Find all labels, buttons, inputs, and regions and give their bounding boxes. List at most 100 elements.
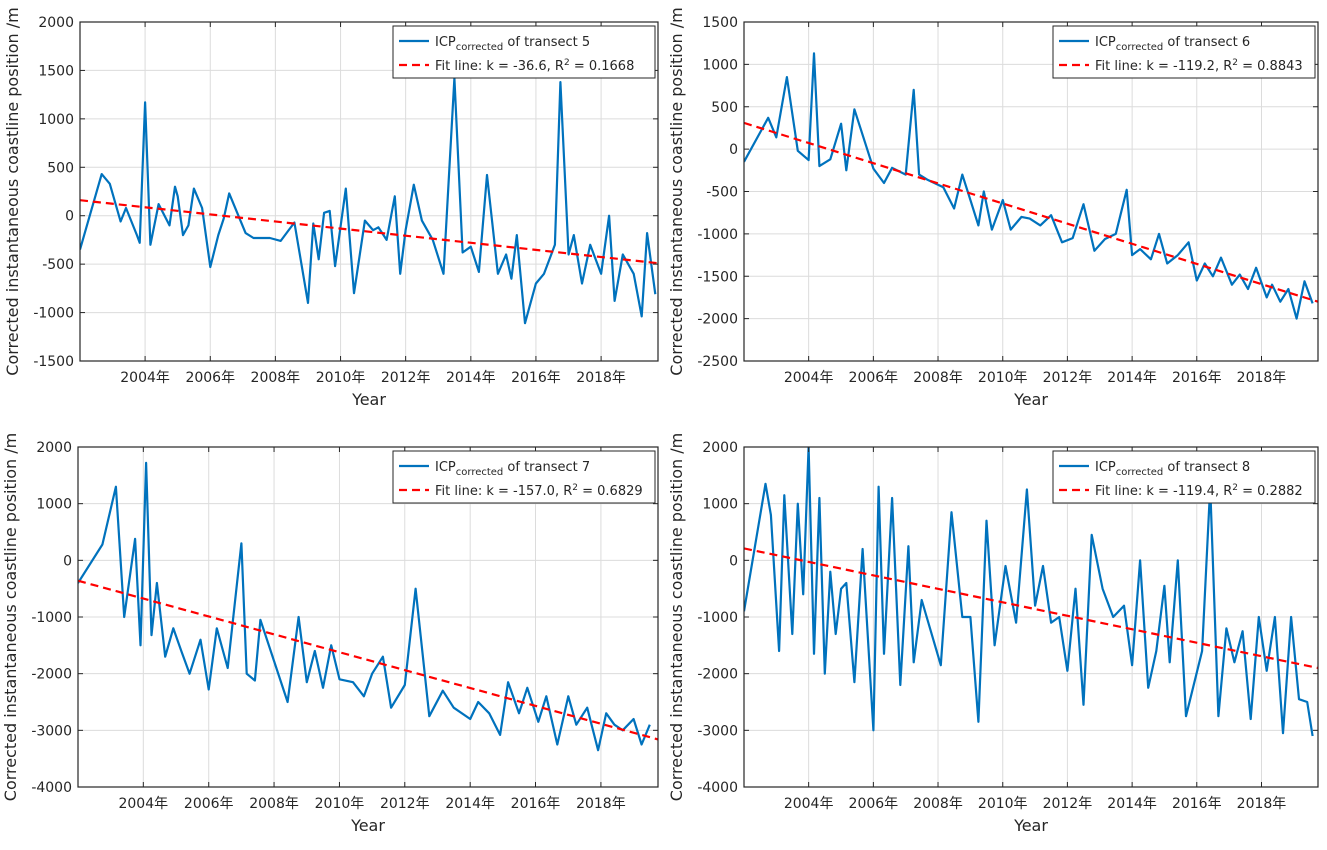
x-tick-label: 2018年 [1237,370,1287,386]
legend-series-label: ICPcorrected of transect 8 [1095,460,1250,478]
chart-1: -1500 -1000 -500 0 500 1000 1500 2000 2004年 2006年… [3,7,659,409]
legend-fit-label: Fit line: k = -119.2, R2 = 0.8843 [1095,58,1303,74]
legend-fit-sup: 2 [1232,483,1238,493]
x-tick-label: 2004年 [784,796,834,812]
legend-fit-rest: = 0.2882 [1238,484,1303,499]
x-tick-label: 2014年 [446,370,496,386]
y-axis-label: Corrected instantaneous coastline positi… [1,433,20,801]
legend: ICPcorrected of transect 6 Fit line: k = … [1052,25,1316,79]
legend-series-sub: corrected [456,42,504,53]
y-axis-label: Corrected instantaneous coastline positi… [667,7,686,375]
x-tick-label: 2012年 [380,796,430,812]
y-tick-label: -3000 [697,723,738,739]
legend-fit-sup: 2 [572,483,578,493]
y-tick-label: -3000 [31,723,72,739]
x-tick-label: 2006年 [185,370,235,386]
y-tick-label: -500 [42,257,74,273]
legend-fit-label: Fit line: k = -36.6, R2 = 0.1668 [435,58,634,74]
legend-series-rest: of transect 8 [1163,460,1250,475]
legend-fit-text: Fit line: k = -157.0, R [435,484,572,499]
y-tick-label: -1500 [33,354,74,370]
legend-fit-text: Fit line: k = -36.6, R [435,59,564,74]
y-tick-label: 0 [729,553,738,569]
x-tick-label: 2012年 [1043,796,1093,812]
y-tick-label: 1500 [38,63,74,79]
fit-line [744,547,1318,670]
legend-series-main: ICP [435,460,456,475]
y-tick-label: 0 [729,142,738,158]
y-tick-label: 2000 [38,15,74,31]
legend-series-rest: of transect 7 [503,460,590,475]
x-axis-label: Year [351,390,386,409]
y-tick-label: -2000 [31,667,72,683]
legend-series-label: ICPcorrected of transect 5 [435,35,590,53]
y-tick-label: 1000 [702,57,738,73]
series-line [80,77,657,325]
fit-line [78,579,658,741]
legend-box [392,25,656,79]
y-tick-label: 500 [711,100,738,116]
x-tick-label: 2018年 [576,370,626,386]
y-tick-label: -2500 [697,354,738,370]
x-tick-label: 2014年 [445,796,495,812]
x-tick-label: 2010年 [978,796,1028,812]
legend-fit-text: Fit line: k = -119.2, R [1095,59,1232,74]
y-tick-label: 1000 [702,497,738,513]
x-axis-label: Year [350,816,385,835]
legend: ICPcorrected of transect 8 Fit line: k = … [1052,450,1316,504]
x-tick-label: 2016年 [1172,370,1222,386]
legend: ICPcorrected of transect 7 Fit line: k = … [392,450,656,504]
x-tick-label: 2004年 [118,796,168,812]
x-tick-label: 2008年 [913,370,963,386]
x-axis-label: Year [1013,816,1048,835]
x-tick-label: 2012年 [1043,370,1093,386]
legend-series-rest: of transect 5 [503,35,590,50]
x-tick-label: 2006年 [849,370,899,386]
x-tick-label: 2016年 [1172,796,1222,812]
legend-series-label: ICPcorrected of transect 6 [1095,35,1250,53]
legend-series-sub: corrected [1116,42,1164,53]
legend-fit-sup: 2 [564,58,570,68]
y-tick-label: -2000 [697,667,738,683]
y-axis-label: Corrected instantaneous coastline positi… [3,7,22,375]
series-line [78,461,651,752]
legend-fit-rest: = 0.6829 [578,484,643,499]
x-tick-label: 2010年 [316,370,366,386]
legend-fit-text: Fit line: k = -119.4, R [1095,484,1232,499]
x-tick-label: 2016年 [511,796,561,812]
chart-4: -4000 -3000 -2000 -1000 0 1000 2000 2004年 2006年 2… [667,433,1319,835]
legend-fit-label: Fit line: k = -157.0, R2 = 0.6829 [435,483,643,499]
legend-box [1052,25,1316,79]
legend-fit-label: Fit line: k = -119.4, R2 = 0.2882 [1095,483,1303,499]
x-tick-label: 2018年 [576,796,626,812]
legend-series-sub: corrected [456,467,504,478]
fit-line [744,121,1318,303]
legend-series-main: ICP [1095,35,1116,50]
x-tick-label: 2014年 [1107,796,1157,812]
y-tick-label: 1500 [702,15,738,31]
x-axis-label: Year [1013,390,1048,409]
legend-series-sub: corrected [1116,467,1164,478]
y-tick-label: 2000 [36,440,72,456]
y-tick-label: -1000 [31,610,72,626]
y-tick-label: -1500 [697,269,738,285]
x-tick-label: 2010年 [978,370,1028,386]
x-tick-label: 2004年 [120,370,170,386]
y-tick-label: 0 [65,209,74,225]
y-tick-label: 500 [47,160,74,176]
legend-fit-sup: 2 [1232,58,1238,68]
y-tick-label: -4000 [31,780,72,796]
x-tick-label: 2008年 [913,796,963,812]
fit-line [80,199,658,265]
chart-2: -2500 -2000 -1500 -1000 -500 0 500 1000 1500 2004… [667,7,1319,409]
y-tick-label: 2000 [702,440,738,456]
legend-series-main: ICP [435,35,456,50]
x-tick-label: 2012年 [381,370,431,386]
legend-series-rest: of transect 6 [1163,35,1250,50]
y-tick-label: 0 [63,553,72,569]
y-tick-label: -1000 [33,306,74,322]
y-tick-label: -1000 [697,610,738,626]
legend-fit-rest: = 0.8843 [1238,59,1303,74]
y-tick-label: -1000 [697,227,738,243]
